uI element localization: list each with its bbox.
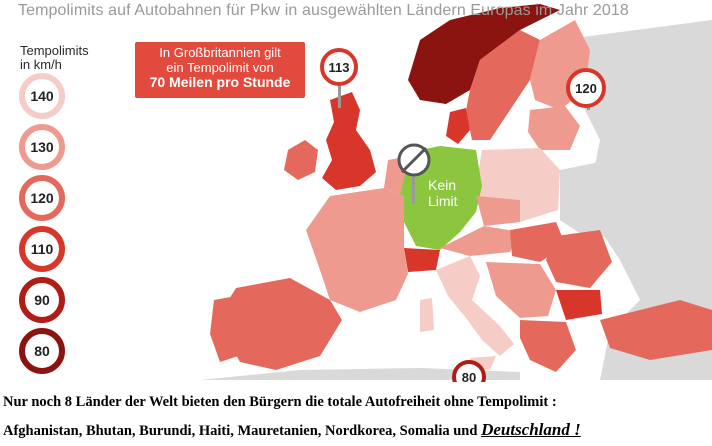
uk-callout-line3: 70 Meilen pro Stunde: [149, 74, 291, 90]
legend-item-value: 130: [30, 139, 54, 155]
sea-speed-value: 80: [461, 369, 477, 385]
legend-item-value: 90: [34, 292, 50, 308]
footer: Nur noch 8 Länder der Welt bieten den Bü…: [0, 382, 712, 446]
legend-title: Tempolimits in km/h: [20, 44, 89, 72]
legend-title-line1: Tempolimits: [20, 43, 89, 58]
footer-country-list: Afghanistan, Bhutan, Burundi, Haiti, Mau…: [3, 423, 482, 439]
country-balkans: [486, 262, 556, 318]
country-france: [306, 188, 408, 312]
legend-item-value: 80: [34, 343, 50, 359]
legend-item-120: 120: [19, 175, 65, 221]
country-portugal: [210, 296, 238, 362]
country-ireland: [284, 140, 318, 180]
country-uk: [322, 92, 376, 190]
legend-item-140: 140: [19, 73, 65, 119]
legend-item-value: 140: [30, 88, 54, 104]
country-greece: [520, 320, 576, 372]
country-italy: [436, 256, 514, 356]
footer-line1: Nur noch 8 Länder der Welt bieten den Bü…: [3, 394, 557, 410]
country-norway: [408, 4, 560, 104]
country-sardinia: [420, 298, 434, 332]
footer-line2: Afghanistan, Bhutan, Burundi, Haiti, Mau…: [3, 420, 581, 440]
uk-speed-sign: 113: [320, 48, 358, 86]
germany-label-line1: Kein: [428, 177, 457, 193]
legend-item-110: 110: [19, 226, 65, 272]
country-austria: [440, 226, 520, 256]
russia-speed-sign: 120: [566, 68, 606, 108]
russia-speed-value: 120: [575, 80, 597, 96]
country-bulgaria: [556, 290, 602, 320]
map-panel: Tempolimits auf Autobahnen für Pkw in au…: [18, 2, 712, 394]
legend-item-value: 120: [30, 190, 54, 206]
map-title: Tempolimits auf Autobahnen für Pkw in au…: [18, 2, 629, 19]
country-spain: [224, 278, 342, 370]
germany-sign-pole: [412, 176, 415, 204]
country-denmark: [446, 108, 470, 144]
country-turkey: [600, 300, 712, 360]
uk-speed-value: 113: [328, 59, 350, 75]
legend-title-line2: in km/h: [20, 57, 62, 72]
country-ukraine: [560, 160, 640, 240]
uk-callout-line1: In Großbritannien gilt: [159, 45, 281, 60]
country-switzerland: [404, 248, 440, 272]
germany-label-line2: Limit: [428, 193, 458, 209]
legend-item-value: 110: [30, 241, 54, 257]
land-north-africa: [200, 368, 520, 380]
uk-callout-line2: ein Tempolimit von: [166, 60, 274, 75]
footer-highlight: Deutschland !: [481, 420, 581, 439]
country-baltics: [528, 106, 580, 150]
europe-map: [200, 4, 712, 380]
uk-sign-pole: [338, 78, 341, 108]
no-limit-sign-icon: [397, 143, 431, 177]
country-czech: [476, 196, 520, 226]
legend-item-80: 80: [19, 328, 65, 374]
country-romania: [546, 230, 612, 288]
legend-item-130: 130: [19, 124, 65, 170]
uk-callout: In Großbritannien gilt ein Tempolimit vo…: [135, 42, 305, 98]
country-sweden: [466, 30, 540, 140]
legend-item-90: 90: [19, 277, 65, 323]
germany-label: Kein Limit: [428, 177, 458, 209]
